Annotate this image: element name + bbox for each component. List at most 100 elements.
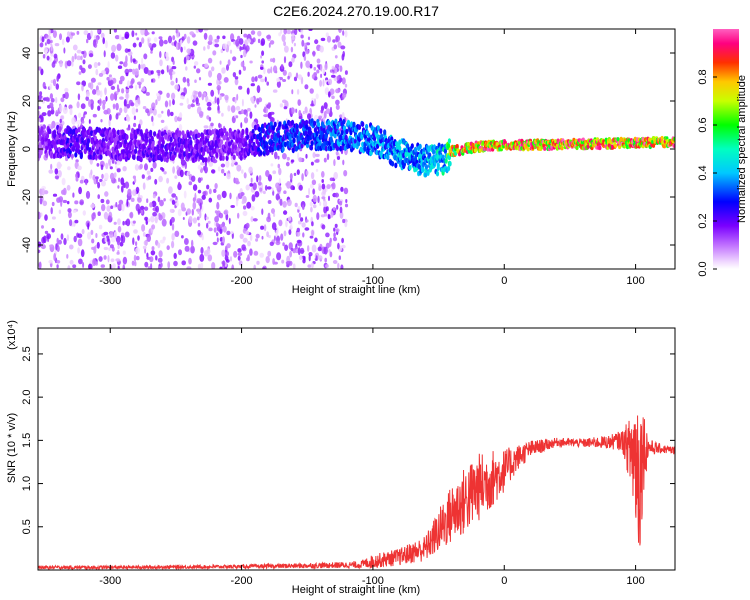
spectrogram-noise-cell — [138, 63, 141, 70]
spectrogram-noise-cell — [102, 103, 106, 110]
spectrogram-noise-cell — [117, 65, 123, 69]
spectrogram-noise-cell — [315, 168, 319, 172]
spectrogram-noise-cell — [48, 259, 53, 264]
spectrogram-noise-cell — [138, 123, 141, 131]
spectrogram-noise-cell — [265, 170, 270, 177]
spectrogram-band-cell — [145, 137, 149, 144]
spectrogram-noise-cell — [199, 253, 205, 262]
spectrogram-noise-cell — [195, 97, 199, 105]
colorbar-label: Normalized spectral amplitude — [736, 75, 748, 223]
spectrogram-noise-cell — [71, 61, 74, 67]
spectrogram-noise-cell — [159, 59, 163, 67]
spectrogram-noise-cell — [77, 165, 82, 171]
spectrogram-noise-cell — [223, 172, 226, 176]
spectrogram-noise-cell — [161, 110, 164, 114]
spectrogram-noise-cell — [55, 243, 58, 251]
spectrogram-noise-cell — [97, 105, 101, 111]
spectrogram-band-cell — [413, 146, 418, 153]
spectrogram-noise-cell — [92, 258, 97, 267]
spectrogram-noise-cell — [72, 210, 77, 213]
spectrogram-noise-cell — [194, 192, 197, 201]
spectrogram-noise-cell — [343, 187, 349, 195]
spectrogram-noise-cell — [249, 183, 254, 187]
spectrogram-noise-cell — [335, 228, 340, 233]
spectrogram-band-cell — [266, 149, 270, 156]
spectrogram-noise-cell — [329, 177, 334, 182]
spectrogram-band-cell — [99, 154, 103, 160]
spectrogram-noise-cell — [116, 84, 120, 91]
spectrogram-noise-cell — [152, 211, 158, 217]
spectrogram-noise-cell — [50, 125, 54, 130]
spectrogram-band-cell — [614, 143, 618, 148]
spectrogram-noise-cell — [333, 159, 336, 167]
spectrogram-noise-cell — [109, 231, 114, 238]
spectrogram-band-cell — [127, 153, 131, 159]
spectrogram-noise-cell — [195, 29, 200, 34]
spectrogram-noise-cell — [323, 157, 327, 163]
spectrogram-noise-cell — [309, 183, 314, 189]
spectrogram-noise-cell — [322, 68, 326, 74]
spectrogram-noise-cell — [91, 238, 95, 244]
spectrogram-band-cell — [77, 127, 81, 133]
spectrogram-noise-cell — [127, 51, 133, 56]
spectrogram-noise-cell — [48, 169, 54, 174]
spectrogram-noise-cell — [326, 35, 332, 43]
spectrogram-noise-cell — [253, 250, 259, 256]
spectrogram-noise-cell — [80, 122, 83, 129]
spectrogram-noise-cell — [122, 256, 128, 265]
spectrogram-noise-cell — [313, 98, 317, 106]
spectrogram-noise-cell — [263, 106, 267, 114]
spectrogram-band-cell — [376, 143, 380, 149]
spectrogram-noise-cell — [196, 68, 201, 74]
spectrogram-noise-cell — [72, 264, 77, 269]
spectrogram-noise-cell — [197, 164, 202, 170]
colorbar-tick-label: 0.2 — [697, 213, 709, 228]
spectrogram-noise-cell — [308, 187, 311, 196]
spectrogram-band-cell — [119, 141, 123, 148]
spectrogram-noise-cell — [292, 186, 295, 191]
spectrogram-noise-cell — [44, 42, 47, 46]
spectrogram-band-cell — [455, 144, 459, 149]
spectrogram-noise-cell — [95, 233, 98, 238]
spectrogram-noise-cell — [58, 209, 62, 214]
spectrogram-noise-cell — [119, 61, 124, 65]
spectrogram-band-cell — [350, 121, 354, 127]
spectrogram-noise-cell — [286, 181, 291, 189]
spectrogram-noise-cell — [332, 260, 338, 264]
spectrogram-noise-cell — [214, 96, 217, 104]
spectrogram-noise-cell — [234, 97, 237, 104]
spectrogram-band-cell — [261, 128, 265, 134]
spectrogram-noise-cell — [64, 87, 69, 93]
spectrogram-noise-cell — [82, 59, 86, 65]
spectrogram-noise-cell — [131, 30, 135, 38]
spectrogram-noise-cell — [216, 237, 219, 243]
spectrogram-noise-cell — [123, 106, 128, 114]
spectrogram-noise-cell — [305, 60, 311, 68]
spectrogram-x-ticks: -300 -200 -100 0 100 — [99, 29, 645, 287]
spectrogram-noise-cell — [108, 247, 111, 251]
spectrogram-band-cell — [340, 129, 344, 136]
spectrogram-noise-cell — [50, 163, 53, 170]
spectrogram-noise-cell — [317, 195, 320, 203]
spectrogram-noise-cell — [201, 93, 204, 101]
spectrogram-noise-cell — [122, 264, 126, 269]
spectrogram-band-cell — [610, 144, 615, 149]
snr-y-tick-label: 0.5 — [21, 519, 33, 534]
spectrogram-noise-cell — [266, 34, 271, 40]
spectrogram-noise-cell — [197, 222, 201, 227]
spectrogram-noise-cell — [212, 241, 218, 246]
spectrogram-noise-cell — [309, 63, 313, 69]
spectrogram-band-cell — [391, 161, 395, 167]
spectrogram-noise-cell — [214, 38, 220, 43]
spectrogram-band-cell — [543, 146, 547, 151]
spectrogram-noise-cell — [60, 97, 65, 103]
spectrogram-noise-cell — [314, 159, 320, 163]
spectrogram-noise-cell — [242, 66, 246, 71]
spectrogram-band-cell — [292, 137, 296, 144]
spectrogram-noise-cell — [341, 53, 345, 61]
spectrogram-noise-cell — [290, 46, 294, 53]
spectrogram-band-cell — [47, 138, 51, 145]
spectrogram-noise-cell — [126, 115, 131, 122]
spectrogram-noise-cell — [179, 169, 184, 178]
spectrogram-noise-cell — [323, 102, 328, 110]
